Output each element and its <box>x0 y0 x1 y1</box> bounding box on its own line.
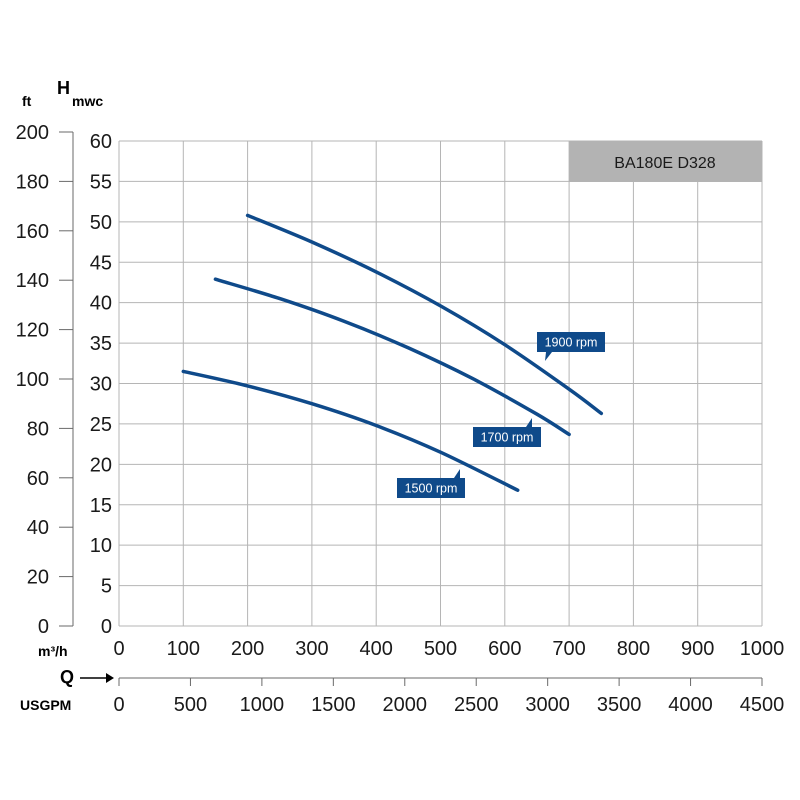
curves <box>181 213 604 492</box>
h-axis-title: H <box>57 78 70 98</box>
m3h-unit-label: m³/h <box>38 643 68 659</box>
curve-1700-rpm <box>213 277 571 437</box>
curve-1900-rpm <box>245 213 604 416</box>
unit-labels: H ft mwc m³/h Q USGPM <box>20 78 114 713</box>
m3h-tick-label: 100 <box>167 638 200 660</box>
m3h-tick-label: 0 <box>113 638 124 660</box>
ft-tick-label: 180 <box>16 171 49 193</box>
m3h-tick-label: 500 <box>424 638 457 660</box>
curve-label-text: 1900 rpm <box>545 336 598 350</box>
usgpm-tick-label: 3000 <box>525 694 570 716</box>
ft-tick-label: 80 <box>27 418 49 440</box>
curve-label-background <box>537 332 605 352</box>
ft-tick-label: 120 <box>16 320 49 342</box>
m3h-tick-label: 400 <box>360 638 393 660</box>
mwc-tick-label: 55 <box>90 171 112 193</box>
curve-labels: 1900 rpm 1700 rpm 1500 rpm <box>397 332 605 498</box>
mwc-tick-label: 10 <box>90 535 112 557</box>
model-label-background <box>569 141 762 182</box>
mwc-tick-label: 25 <box>90 414 112 436</box>
curve-label-background <box>397 478 465 498</box>
m3h-tick-label: 600 <box>488 638 521 660</box>
curve-label-text: 1500 rpm <box>405 482 458 496</box>
usgpm-tick-label: 2000 <box>383 694 428 716</box>
curve-1500-rpm <box>181 369 520 492</box>
usgpm-tick-label: 0 <box>113 694 124 716</box>
curve-label-1900-rpm: 1900 rpm <box>537 332 605 361</box>
m3h-tick-label: 1000 <box>740 638 785 660</box>
m3h-tick-label: 800 <box>617 638 650 660</box>
mwc-tick-label: 50 <box>90 212 112 234</box>
ft-tick-label: 200 <box>16 122 49 144</box>
model-label-box: BA180E D328 <box>569 141 762 182</box>
usgpm-tick-label: 4500 <box>740 694 785 716</box>
usgpm-tick-label: 3500 <box>597 694 642 716</box>
usgpm-axis: 0 500 1000 1500 2000 2500 3000 3500 4000 4500 <box>113 677 785 716</box>
curve-label-background <box>473 427 541 447</box>
ft-tick-label: 140 <box>16 270 49 292</box>
mwc-tick-label: 30 <box>90 374 112 396</box>
mwc-tick-label: 40 <box>90 293 112 315</box>
mwc-tick-label: 45 <box>90 252 112 274</box>
mwc-axis: 0 5 10 15 20 25 30 35 40 45 50 55 60 <box>90 131 112 638</box>
usgpm-tick-label: 4000 <box>668 694 713 716</box>
usgpm-tick-label: 1000 <box>240 694 285 716</box>
m3h-tick-label: 900 <box>681 638 714 660</box>
curve-label-pointer <box>454 469 460 478</box>
usgpm-tick-label: 500 <box>174 694 207 716</box>
m3h-tick-label: 200 <box>231 638 264 660</box>
curve-label-pointer <box>545 352 552 361</box>
mwc-tick-label: 5 <box>101 576 112 598</box>
usgpm-unit-label: USGPM <box>20 697 71 713</box>
ft-tick-label: 0 <box>38 616 49 638</box>
m3h-axis: 0 100 200 300 400 500 600 700 800 900 1000 <box>113 638 784 660</box>
q-arrow-icon <box>80 673 114 683</box>
usgpm-tick-label: 2500 <box>454 694 499 716</box>
ft-axis: 0 20 40 60 80 100 120 140 160 180 200 <box>16 122 74 638</box>
mwc-tick-label: 15 <box>90 495 112 517</box>
mwc-tick-label: 60 <box>90 131 112 153</box>
usgpm-tick-label: 1500 <box>311 694 356 716</box>
ft-tick-label: 20 <box>27 567 49 589</box>
mwc-tick-label: 35 <box>90 333 112 355</box>
ft-unit-label: ft <box>22 93 32 109</box>
ft-tick-label: 60 <box>27 468 49 490</box>
grid <box>118 140 763 627</box>
m3h-tick-label: 700 <box>552 638 585 660</box>
mwc-tick-label: 20 <box>90 454 112 476</box>
curve-label-1500-rpm: 1500 rpm <box>397 469 465 498</box>
mwc-unit-label: mwc <box>72 93 103 109</box>
curve-label-1700-rpm: 1700 rpm <box>473 418 541 447</box>
m3h-tick-label: 300 <box>295 638 328 660</box>
mwc-tick-label: 0 <box>101 616 112 638</box>
model-label: BA180E D328 <box>614 155 716 172</box>
ft-tick-label: 100 <box>16 369 49 391</box>
ft-tick-label: 40 <box>27 517 49 539</box>
curve-label-text: 1700 rpm <box>481 431 534 445</box>
curve-label-pointer <box>526 418 532 427</box>
q-axis-title: Q <box>60 667 74 687</box>
ft-tick-label: 160 <box>16 221 49 243</box>
